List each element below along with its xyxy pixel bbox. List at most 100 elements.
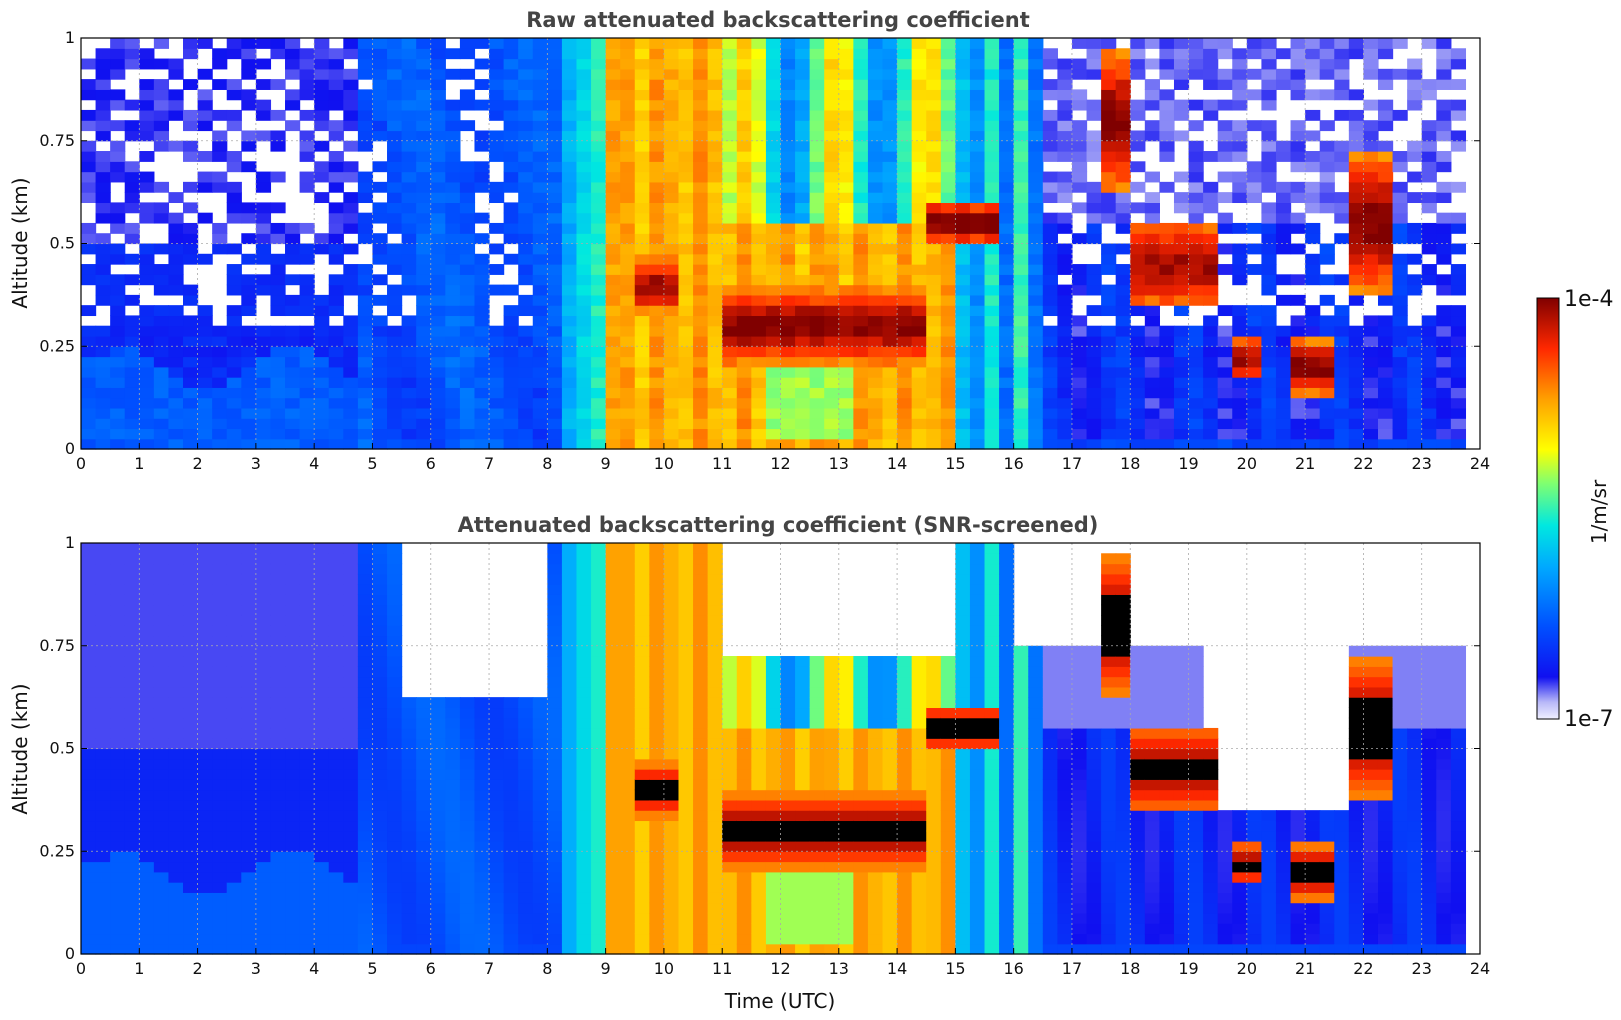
heatmap-cell xyxy=(1377,264,1394,275)
heatmap-cell xyxy=(1319,377,1335,388)
heatmap-cell xyxy=(765,407,782,419)
heatmap-cell xyxy=(547,222,563,234)
x-tick-label: 11 xyxy=(712,454,732,473)
heatmap-cell xyxy=(1217,305,1233,317)
heatmap-cell xyxy=(183,614,199,626)
heatmap-cell xyxy=(416,727,432,739)
heatmap-cell xyxy=(736,397,752,409)
heatmap-cell xyxy=(343,892,359,904)
heatmap-cell xyxy=(1086,377,1102,388)
heatmap-cell xyxy=(678,882,694,893)
heatmap-cell xyxy=(620,120,636,132)
heatmap-cell xyxy=(620,573,636,585)
heatmap-cell xyxy=(372,397,388,409)
heatmap-cell xyxy=(765,397,782,409)
heatmap-cell xyxy=(387,130,403,142)
heatmap-cell xyxy=(314,645,330,657)
heatmap-cell xyxy=(372,666,388,678)
heatmap-cell xyxy=(561,233,578,245)
heatmap-cell xyxy=(226,346,242,358)
heatmap-cell xyxy=(1071,284,1088,296)
heatmap-cell xyxy=(1013,222,1029,234)
heatmap-cell xyxy=(1261,356,1277,368)
heatmap-cell xyxy=(605,563,621,575)
heatmap-cell xyxy=(226,779,242,791)
heatmap-cell xyxy=(95,769,111,780)
heatmap-cell xyxy=(124,656,140,667)
heatmap-cell xyxy=(678,553,694,565)
heatmap-cell xyxy=(955,418,971,430)
heatmap-cell xyxy=(795,315,811,327)
heatmap-cell xyxy=(780,284,796,296)
heatmap-cell xyxy=(372,933,388,945)
heatmap-cell xyxy=(474,943,490,955)
heatmap-cell xyxy=(474,130,490,142)
heatmap-cell xyxy=(620,830,636,842)
heatmap-cell xyxy=(357,943,374,955)
heatmap-cell xyxy=(722,79,738,90)
heatmap-cell xyxy=(518,902,534,914)
heatmap-cell xyxy=(124,625,140,637)
heatmap-cell xyxy=(124,686,140,698)
heatmap-cell xyxy=(124,38,140,49)
heatmap-cell xyxy=(605,438,621,450)
heatmap-cell xyxy=(343,666,359,678)
heatmap-cell xyxy=(183,377,199,388)
heatmap-cell xyxy=(693,717,709,729)
heatmap-cell xyxy=(1363,38,1379,49)
heatmap-cell xyxy=(183,407,199,419)
heatmap-cell xyxy=(1101,335,1117,347)
heatmap-cell xyxy=(634,171,650,183)
heatmap-cell xyxy=(357,933,374,945)
heatmap-cell xyxy=(1377,346,1394,358)
heatmap-cell xyxy=(547,151,563,162)
heatmap-cell xyxy=(867,233,884,245)
heatmap-cell xyxy=(780,161,796,173)
heatmap-cell xyxy=(532,192,548,204)
heatmap-cell xyxy=(183,697,199,709)
heatmap-cell xyxy=(1203,325,1219,337)
heatmap-cell xyxy=(168,192,184,204)
heatmap-cell xyxy=(343,820,359,832)
heatmap-cell xyxy=(999,315,1015,327)
heatmap-cell xyxy=(255,356,272,368)
heatmap-cell xyxy=(576,799,592,811)
heatmap-cell xyxy=(897,181,913,193)
heatmap-cell xyxy=(183,284,199,296)
heatmap-cell xyxy=(1144,335,1160,347)
heatmap-cell xyxy=(445,943,461,955)
heatmap-cell xyxy=(882,212,898,224)
heatmap-cell xyxy=(1159,346,1175,358)
heatmap-cell xyxy=(1232,151,1248,162)
heatmap-cell xyxy=(867,38,884,49)
heatmap-cell xyxy=(343,192,359,204)
heatmap-cell xyxy=(1057,315,1073,327)
heatmap-cell xyxy=(693,161,709,173)
heatmap-cell xyxy=(1144,294,1160,306)
heatmap-cell xyxy=(751,366,767,378)
heatmap-cell xyxy=(1363,58,1379,70)
heatmap-cell xyxy=(153,892,170,904)
heatmap-cell xyxy=(634,151,650,162)
heatmap-cell xyxy=(547,356,563,368)
heatmap-cell xyxy=(867,202,884,214)
heatmap-cell xyxy=(853,284,869,296)
heatmap-cell xyxy=(765,99,782,111)
heatmap-cell xyxy=(1217,387,1233,399)
heatmap-cell xyxy=(736,48,752,60)
heatmap-cell xyxy=(372,769,388,780)
heatmap-cell xyxy=(561,120,578,132)
heatmap-cell xyxy=(795,356,811,368)
heatmap-cell xyxy=(736,99,752,111)
heatmap-cell xyxy=(532,738,548,750)
heatmap-cell xyxy=(1042,212,1058,224)
heatmap-cell xyxy=(343,656,359,667)
heatmap-cell xyxy=(124,738,140,750)
heatmap-cell xyxy=(867,171,884,183)
heatmap-cell xyxy=(940,284,956,296)
heatmap-cell xyxy=(1290,192,1306,204)
heatmap-cell xyxy=(809,377,825,388)
heatmap-cell xyxy=(168,58,184,70)
heatmap-cell xyxy=(474,274,490,286)
heatmap-cell xyxy=(765,222,782,234)
